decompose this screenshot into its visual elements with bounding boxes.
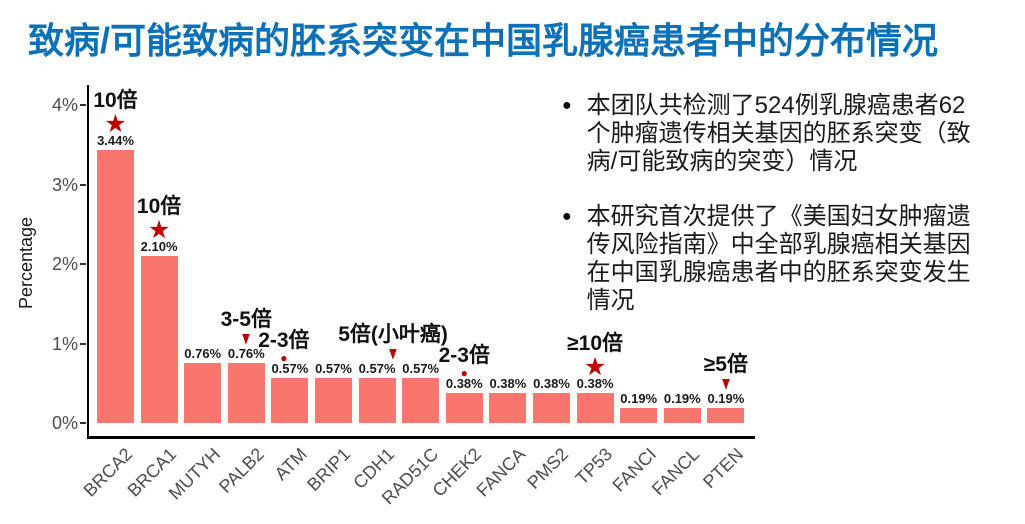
dot-icon: ● bbox=[460, 365, 468, 380]
annotation-label: 2-3倍 bbox=[258, 328, 310, 352]
y-axis-tick-label: 1% bbox=[51, 333, 78, 354]
bar-value-label: 0.38% bbox=[533, 375, 570, 391]
x-axis-label-BRCA2: BRCA2 bbox=[80, 444, 137, 501]
bullet-text-line: 病/可能致病的突变）情况 bbox=[586, 148, 858, 175]
bar-value-label: 0.76% bbox=[227, 345, 265, 361]
bullet-item: ● 本研究首次提供了《美国妇女肿瘤遗 传风险指南》中全部乳腺癌相关基因 在中国乳腺癌患… bbox=[562, 203, 1022, 315]
annotation-label: 3-5倍 bbox=[220, 307, 272, 331]
annotation-PTEN: ≥5倍 ▼ bbox=[646, 353, 806, 394]
bar-BRIP1 bbox=[315, 377, 352, 423]
annotation-BRCA1: 10倍 ★ bbox=[79, 195, 239, 245]
annotation-BRCA2: 10倍 ★ bbox=[36, 88, 196, 138]
annotation-ATM: 2-3倍 ● bbox=[204, 329, 364, 364]
star-icon: ★ bbox=[147, 216, 171, 245]
triangle-icon: ▼ bbox=[719, 374, 733, 395]
x-axis-label-BRIP1: BRIP1 bbox=[303, 444, 355, 495]
bar-value-label: 0.57% bbox=[315, 360, 352, 376]
annotation-label: 5倍(小叶癌) bbox=[338, 322, 448, 346]
bar-value-label: 0.19% bbox=[663, 390, 701, 406]
annotation-label: 10倍 bbox=[136, 195, 182, 219]
dot-icon: ● bbox=[280, 350, 288, 365]
y-axis-tick-label: 4% bbox=[51, 95, 78, 115]
bullet-text-line: 本研究首次提供了《美国妇女肿瘤遗 bbox=[586, 203, 971, 230]
y-axis-tick bbox=[80, 183, 86, 186]
bar-FANCI bbox=[620, 407, 658, 423]
bar-value-label: 0.19% bbox=[620, 390, 658, 406]
page-title: 致病/可能致病的胚系突变在中国乳腺癌患者中的分布情况 bbox=[28, 20, 939, 61]
bullet-icon: ● bbox=[562, 208, 572, 225]
annotation-CDH1: 5倍(小叶癌) ▼ bbox=[313, 323, 473, 364]
bullet-text: 本团队共检测了524例乳腺癌患者62 个肿瘤遗传相关基因的胚系突变（致 病/可能致病… bbox=[587, 92, 971, 176]
triangle-icon: ▼ bbox=[239, 329, 253, 349]
bar-CDH1 bbox=[358, 377, 396, 423]
y-axis-tick bbox=[80, 342, 86, 345]
annotation-label: 2-3倍 bbox=[438, 343, 490, 367]
bar-FANCL bbox=[663, 407, 701, 423]
bar-PTEN bbox=[707, 407, 745, 423]
x-axis-label-PALB2: PALB2 bbox=[214, 444, 268, 497]
bar-value-label: 2.10% bbox=[140, 239, 178, 255]
bar-BRCA1 bbox=[140, 256, 178, 423]
y-axis-tick bbox=[80, 104, 86, 106]
bar-TP53 bbox=[576, 392, 614, 423]
annotation-label: ≥10倍 bbox=[567, 331, 624, 355]
triangle-icon: ▼ bbox=[386, 344, 400, 364]
x-axis-line bbox=[87, 436, 755, 439]
bar-RAD51C bbox=[402, 377, 440, 423]
bullet-text-line: 在中国乳腺癌患者中的胚系突变发生 bbox=[586, 259, 971, 286]
bullet-text-line: 情况 bbox=[586, 287, 635, 314]
y-axis-tick-label: 3% bbox=[51, 174, 78, 195]
bar-MUTYH bbox=[184, 362, 222, 423]
x-axis-label-PMS2: PMS2 bbox=[523, 444, 573, 493]
bullet-text: 本研究首次提供了《美国妇女肿瘤遗 传风险指南》中全部乳腺癌相关基因 在中国乳腺癌患者… bbox=[587, 203, 971, 315]
y-axis-tick-label: 2% bbox=[51, 254, 78, 274]
bar-value-label: 0.19% bbox=[707, 390, 745, 406]
annotation-CHEK2: 2-3倍 ● bbox=[384, 344, 544, 379]
bar-BRCA2 bbox=[97, 149, 134, 423]
bar-value-label: 0.38% bbox=[576, 375, 614, 391]
x-axis-label-FANCA: FANCA bbox=[472, 444, 530, 501]
bar-FANCA bbox=[489, 392, 527, 423]
bar-PALB2 bbox=[227, 362, 265, 423]
annotation-label: ≥5倍 bbox=[703, 352, 748, 376]
bar-value-label: 0.57% bbox=[358, 360, 396, 376]
bar-value-label: 0.38% bbox=[445, 375, 483, 391]
annotation-TP53: ≥10倍 ★ bbox=[515, 331, 675, 381]
y-axis-tick-label: 0% bbox=[51, 413, 78, 433]
annotation-label: 10倍 bbox=[93, 88, 138, 112]
x-axis-label-PTEN: PTEN bbox=[698, 444, 748, 493]
bullet-list: ● 本团队共检测了524例乳腺癌患者62 个肿瘤遗传相关基因的胚系突变（致 病/可能致… bbox=[562, 92, 1022, 315]
bar-ATM bbox=[271, 377, 309, 423]
bar-value-label: 0.76% bbox=[184, 345, 222, 361]
annotation-PALB2: 3-5倍 ▼ bbox=[166, 308, 326, 349]
star-icon: ★ bbox=[104, 109, 127, 138]
bullet-text-line: 个肿瘤遗传相关基因的胚系突变（致 bbox=[586, 120, 971, 147]
bar-CHEK2 bbox=[445, 392, 483, 423]
bar-value-label: 3.44% bbox=[97, 132, 134, 148]
bar-PMS2 bbox=[533, 392, 570, 423]
bullet-icon: ● bbox=[562, 97, 572, 114]
bar-value-label: 0.38% bbox=[489, 375, 527, 391]
y-axis-line bbox=[87, 85, 89, 436]
bar-value-label: 0.57% bbox=[402, 360, 440, 376]
bar-value-label: 0.57% bbox=[271, 360, 309, 376]
star-icon: ★ bbox=[583, 352, 607, 381]
bullet-text-line: 本团队共检测了524例乳腺癌患者62 bbox=[586, 92, 966, 119]
bullet-item: ● 本团队共检测了524例乳腺癌患者62 个肿瘤遗传相关基因的胚系突变（致 病/可能致… bbox=[562, 92, 1022, 176]
y-axis-tick bbox=[80, 422, 86, 424]
bullet-text-line: 传风险指南》中全部乳腺癌相关基因 bbox=[586, 231, 971, 258]
y-axis-tick bbox=[80, 263, 86, 265]
x-axis-label-FANCL: FANCL bbox=[648, 444, 704, 500]
